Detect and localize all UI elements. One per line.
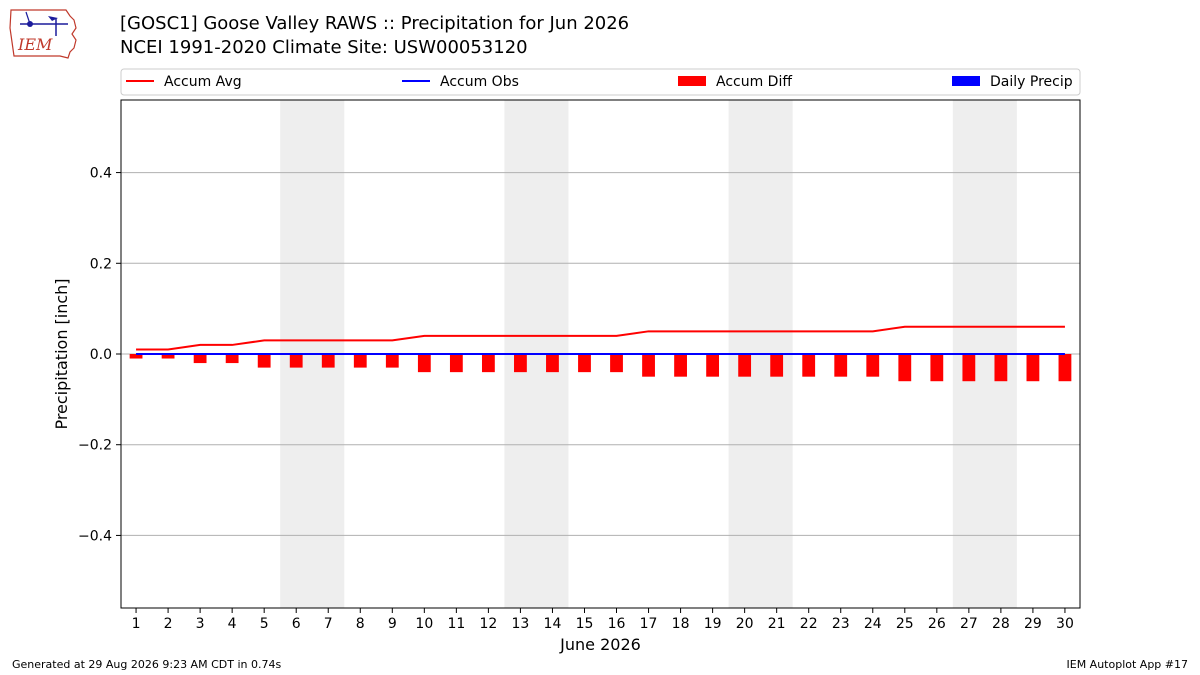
x-tick-label: 4 — [228, 616, 237, 632]
bar-accum-diff — [1026, 354, 1040, 382]
legend-box — [120, 68, 1081, 96]
x-tick-label: 29 — [1024, 616, 1042, 632]
legend-label: Accum Avg — [164, 74, 242, 90]
x-tick-label: 14 — [544, 616, 562, 632]
bar-accum-diff — [802, 354, 816, 377]
bar-accum-diff — [321, 354, 335, 368]
y-tick-label: −0.2 — [78, 438, 112, 454]
bar-accum-diff — [289, 354, 303, 368]
plot-frame — [120, 99, 1081, 609]
x-tick-label: 16 — [608, 616, 626, 632]
iem-logo: IEM — [9, 9, 77, 59]
x-tick-label: 30 — [1056, 616, 1074, 632]
bar-accum-diff — [642, 354, 655, 377]
bar-accum-diff — [962, 354, 976, 382]
chart-subtitle: NCEI 1991-2020 Climate Site: USW00053120 — [120, 37, 528, 58]
x-tick-label: 22 — [800, 616, 818, 632]
bar-accum-diff — [257, 354, 271, 368]
x-tick-label: 15 — [576, 616, 594, 632]
y-tick-label: 0.2 — [90, 256, 112, 272]
legend-swatch — [952, 76, 980, 86]
x-tick-label: 24 — [864, 616, 882, 632]
x-tick-label: 25 — [896, 616, 914, 632]
x-tick-label: 3 — [196, 616, 205, 632]
x-tick-label: 12 — [479, 616, 497, 632]
x-tick-label: 17 — [640, 616, 658, 632]
bar-accum-diff — [770, 354, 784, 377]
x-tick-label: 9 — [388, 616, 397, 632]
legend-label: Accum Diff — [716, 74, 792, 90]
bar-accum-diff — [449, 354, 463, 373]
bar-accum-diff — [161, 354, 175, 359]
bar-accum-diff — [866, 354, 880, 377]
x-tick-label: 23 — [832, 616, 850, 632]
bar-accum-diff — [129, 354, 143, 359]
bar-accum-diff — [385, 354, 399, 368]
bar-accum-diff — [834, 354, 848, 377]
bar-accum-diff — [546, 354, 559, 373]
bar-accum-diff — [193, 354, 207, 364]
bar-accum-diff — [898, 354, 912, 382]
x-tick-label: 20 — [736, 616, 754, 632]
bar-accum-diff — [225, 354, 239, 364]
x-tick-label: 5 — [260, 616, 269, 632]
x-tick-label: 10 — [415, 616, 433, 632]
bar-accum-diff — [610, 354, 623, 373]
bar-accum-diff — [417, 354, 431, 373]
bar-accum-diff — [930, 354, 944, 382]
y-tick-label: 0.0 — [90, 347, 112, 363]
bar-accum-diff — [706, 354, 720, 377]
y-tick-label: 0.4 — [90, 166, 112, 182]
bar-accum-diff — [738, 354, 752, 377]
x-tick-label: 7 — [324, 616, 333, 632]
generated-timestamp: Generated at 29 Aug 2026 9:23 AM CDT in … — [12, 658, 282, 671]
bar-accum-diff — [674, 354, 687, 377]
x-tick-label: 28 — [992, 616, 1010, 632]
x-tick-label: 19 — [704, 616, 722, 632]
x-tick-label: 6 — [292, 616, 301, 632]
legend-label: Accum Obs — [440, 74, 519, 90]
y-tick-label: −0.4 — [78, 528, 112, 544]
legend-label: Daily Precip — [990, 74, 1073, 90]
y-axis-label: Precipitation [inch] — [52, 278, 71, 429]
logo-text: IEM — [17, 35, 53, 54]
bar-accum-diff — [481, 354, 495, 373]
bar-accum-diff — [578, 354, 591, 373]
x-tick-label: 26 — [928, 616, 946, 632]
chart-title: [GOSC1] Goose Valley RAWS :: Precipitati… — [120, 13, 630, 34]
x-tick-label: 18 — [672, 616, 690, 632]
x-tick-label: 1 — [132, 616, 141, 632]
legend-swatch — [678, 76, 706, 86]
x-tick-label: 8 — [356, 616, 365, 632]
x-tick-label: 27 — [960, 616, 978, 632]
app-credit: IEM Autoplot App #17 — [1066, 658, 1189, 671]
x-tick-label: 11 — [447, 616, 465, 632]
bar-accum-diff — [353, 354, 367, 368]
bar-accum-diff — [994, 354, 1008, 382]
line-accum-avg — [136, 325, 1065, 351]
x-tick-label: 13 — [512, 616, 530, 632]
x-tick-label: 2 — [164, 616, 173, 632]
x-tick-label: 21 — [768, 616, 786, 632]
bar-accum-diff — [514, 354, 527, 373]
bar-accum-diff — [1058, 354, 1072, 382]
x-axis-label: June 2026 — [559, 635, 641, 654]
